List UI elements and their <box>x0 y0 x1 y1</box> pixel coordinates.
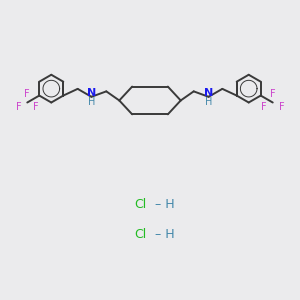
Text: – H: – H <box>151 198 175 211</box>
Text: F: F <box>279 103 284 112</box>
Text: – H: – H <box>151 228 175 241</box>
Text: H: H <box>205 97 212 107</box>
Text: F: F <box>270 88 275 99</box>
Text: N: N <box>87 88 96 98</box>
Text: F: F <box>33 103 39 112</box>
Text: Cl: Cl <box>134 228 146 241</box>
Text: F: F <box>261 103 267 112</box>
Text: Cl: Cl <box>134 198 146 211</box>
Text: F: F <box>16 103 21 112</box>
Text: N: N <box>204 88 213 98</box>
Text: F: F <box>25 88 30 99</box>
Text: H: H <box>88 97 95 107</box>
